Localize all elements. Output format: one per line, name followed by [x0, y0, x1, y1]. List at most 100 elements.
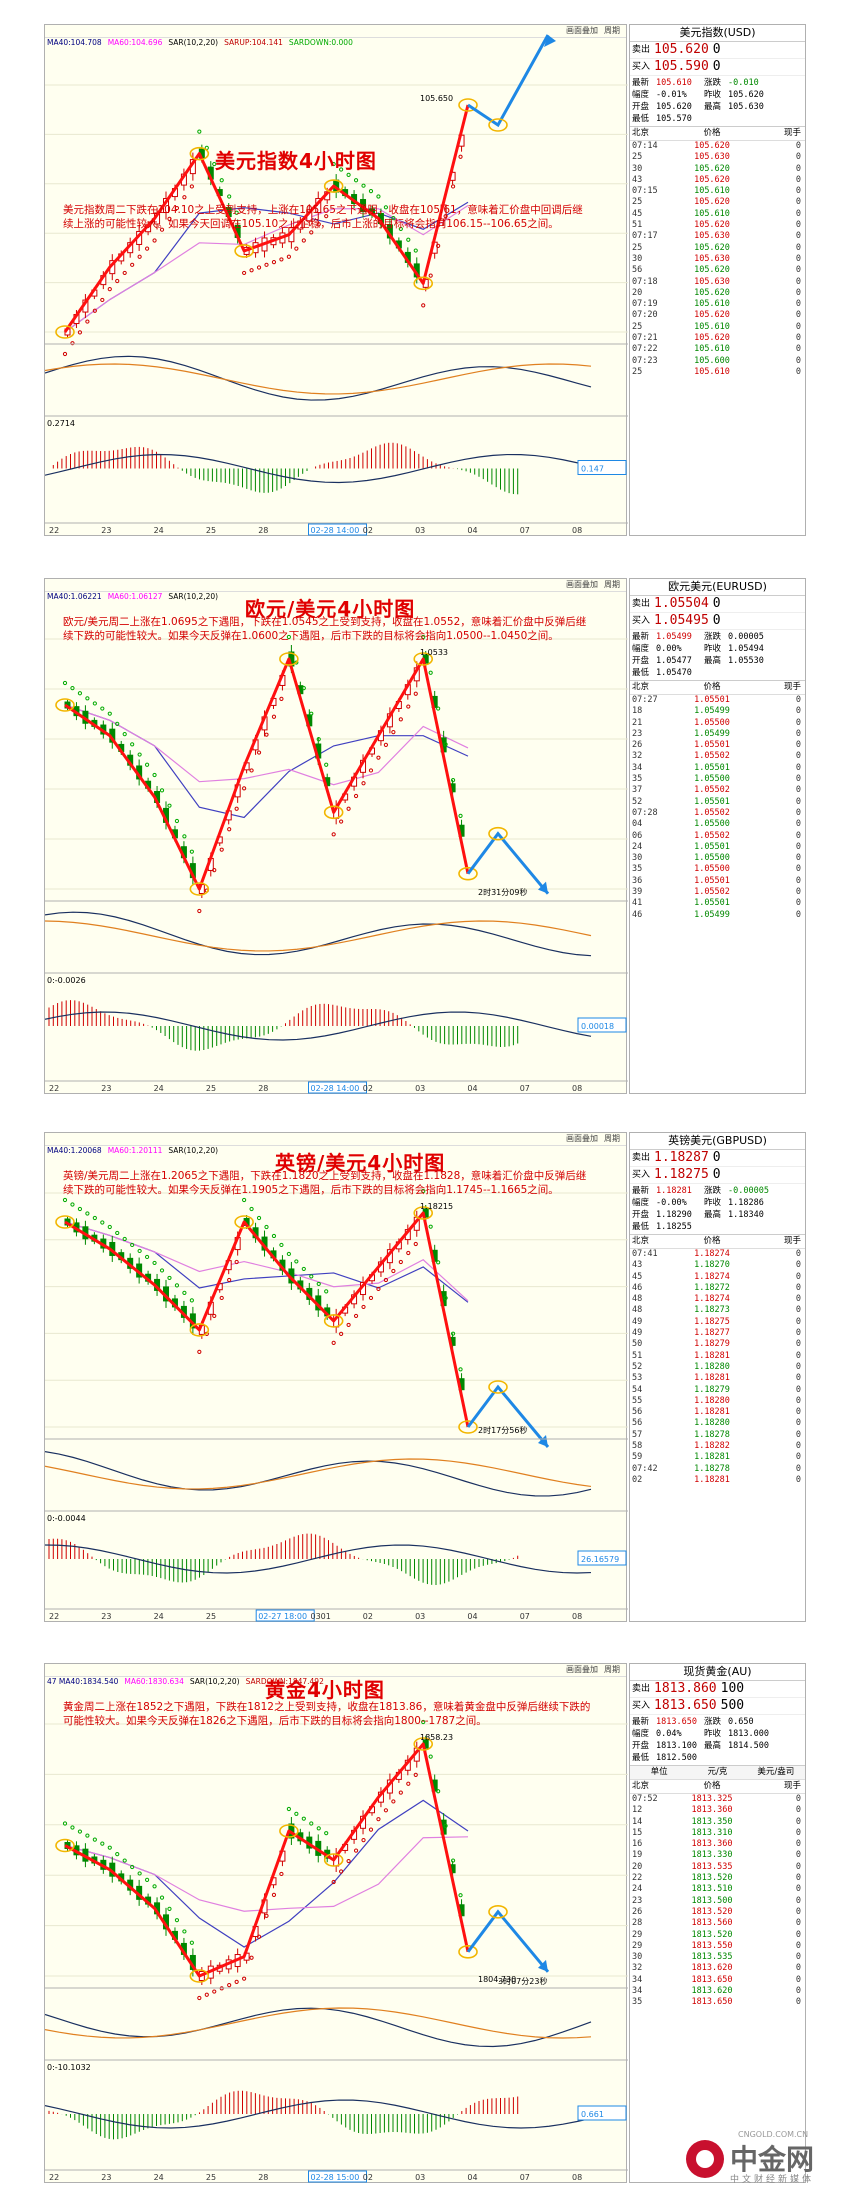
tick-volume: 0	[795, 898, 801, 909]
toolbar-button[interactable]: 画面叠加	[566, 1134, 598, 1143]
stat-value: 105.620	[656, 102, 692, 112]
tick-row: 14 1813.350 0	[630, 1817, 805, 1828]
sar-dot	[383, 742, 389, 747]
oscillator-line	[45, 2007, 592, 2048]
tick-volume: 0	[795, 1361, 801, 1372]
sar-dot	[70, 1825, 75, 1830]
sar-dot	[436, 243, 441, 249]
buy-quote-row[interactable]: 买入 105.590 0	[630, 59, 805, 76]
sar-dot	[70, 341, 75, 346]
pivot-circle	[458, 1945, 478, 1959]
tick-column-header: 价格	[703, 682, 721, 692]
toolbar-button[interactable]: 周期	[604, 580, 620, 589]
sar-dot	[324, 1289, 329, 1294]
sar-dot	[428, 273, 433, 278]
tick-time: 48	[632, 1294, 643, 1305]
unit-option[interactable]: 单位	[650, 1767, 668, 1777]
tick-price: 105.620	[694, 333, 730, 344]
tick-price: 1.05502	[694, 785, 730, 796]
tick-time: 07:14	[632, 141, 658, 151]
unit-selector[interactable]: 单位 元/克 美元/盎司	[630, 1766, 805, 1780]
tick-row: 53 1.18281 0	[630, 1373, 805, 1384]
sar-dot	[197, 1349, 202, 1354]
tick-volume: 0	[795, 1827, 801, 1838]
indicator-value: SAR(10,2,20)	[189, 1677, 240, 1686]
tick-volume: 0	[795, 1805, 801, 1816]
indicator-legend: MA40:1.06221 MA60:1.06127 SAR(10,2,20)	[47, 592, 224, 601]
chart-area[interactable]: 画面叠加 周期 MA40:104.708 MA60:104.696 SAR(10,2,2…	[44, 24, 628, 536]
brand-domain: CNGOLD.COM.CN	[738, 2130, 809, 2139]
tick-row: 07:23 105.600 0	[630, 356, 805, 367]
sar-dot	[286, 1806, 291, 1812]
forecast-arrow	[466, 1384, 550, 1448]
sell-quote-row[interactable]: 卖出 1813.860 100	[630, 1681, 805, 1698]
toolbar-button[interactable]: 画面叠加	[566, 580, 598, 589]
unit-option[interactable]: 元/克	[707, 1767, 728, 1777]
toolbar-button[interactable]: 周期	[604, 1134, 620, 1143]
tick-price: 1.18281	[694, 1474, 730, 1485]
tick-volume: 0	[795, 1271, 801, 1282]
sar-dot	[159, 227, 165, 232]
sar-dot	[62, 1197, 68, 1203]
sar-dot	[353, 178, 359, 183]
tick-volume: 0	[795, 1282, 801, 1293]
sar-dot	[92, 1215, 97, 1221]
toolbar-button[interactable]: 周期	[604, 1665, 620, 1674]
tick-volume: 0	[795, 1918, 801, 1929]
tick-row: 07:20 105.620 0	[630, 310, 805, 321]
tick-volume: 0	[795, 807, 801, 818]
sar-dot	[361, 1838, 366, 1843]
tick-time: 15	[632, 1827, 643, 1838]
sell-quote-row[interactable]: 卖出 1.18287 0	[630, 1150, 805, 1167]
tick-price: 1.05499	[694, 728, 730, 739]
sell-quote-row[interactable]: 卖出 105.620 0	[630, 42, 805, 59]
sell-quote-row[interactable]: 卖出 1.05504 0	[630, 596, 805, 613]
sar-dot	[421, 1188, 426, 1194]
stat-label: 开盘	[632, 1210, 650, 1220]
indicator-legend: MA40:1.20068 MA60:1.20111 SAR(10,2,20)	[47, 1146, 224, 1155]
x-tick-label: 04	[467, 1084, 477, 1093]
oscillator-line	[45, 911, 592, 957]
buy-quote-row[interactable]: 买入 1.18275 0	[630, 1167, 805, 1184]
tick-row: 30 1.05500 0	[630, 853, 805, 864]
tick-row: 23 1.05499 0	[630, 729, 805, 740]
tick-column-header: 北京	[632, 128, 650, 138]
unit-option[interactable]: 美元/盎司	[757, 1767, 795, 1777]
tick-column-header: 北京	[632, 682, 650, 692]
stat-label: 幅度	[632, 644, 650, 654]
toolbar-button[interactable]: 周期	[604, 26, 620, 35]
forecast-arrow	[466, 1909, 550, 1973]
buy-quote-row[interactable]: 买入 1.05495 0	[630, 613, 805, 630]
sar-dot	[189, 1940, 194, 1945]
tick-price: 1.18278	[694, 1463, 730, 1474]
oscillator-line	[45, 363, 592, 395]
tick-row: 21 1.05500 0	[630, 718, 805, 729]
tick-volume: 0	[795, 1816, 801, 1827]
indicator-value: MA40:1.20068	[47, 1146, 102, 1155]
chart-area[interactable]: 画面叠加 周期 47 MA40:1834.540 MA60:1830.634 SAR(1…	[44, 1663, 628, 2183]
toolbar-button[interactable]: 画面叠加	[566, 1665, 598, 1674]
sar-dot	[346, 1322, 351, 1328]
tick-price: 1.18277	[694, 1328, 730, 1339]
pivot-circle	[55, 1215, 75, 1229]
chart-area[interactable]: 画面叠加 周期 MA40:1.06221 MA60:1.06127 SAR(10,2,2…	[44, 578, 628, 1094]
buy-quote-row[interactable]: 买入 1813.650 500	[630, 1698, 805, 1715]
macd-value-box: 0.661	[577, 2105, 627, 2121]
tick-time: 21	[632, 717, 643, 728]
sar-dot	[309, 711, 314, 716]
toolbar-button[interactable]: 画面叠加	[566, 26, 598, 35]
pivot-circle	[488, 1380, 508, 1394]
tick-price: 1.18282	[694, 1441, 730, 1452]
chart-area[interactable]: 画面叠加 周期 MA40:1.20068 MA60:1.20111 SAR(10,2,2…	[44, 1132, 628, 1622]
tick-row: 56 1.18280 0	[630, 1418, 805, 1429]
tick-time: 43	[632, 1260, 643, 1271]
stat-label: 幅度	[632, 1198, 650, 1208]
indicator-value: SAR(10,2,20)	[168, 38, 219, 47]
tick-volume: 0	[795, 231, 801, 242]
x-tick-label: 28	[258, 2173, 268, 2182]
x-tick-label: 22	[49, 526, 59, 535]
tick-row: 07:27 1.05501 0	[630, 695, 805, 706]
macd-value-box: 0.00018	[577, 1017, 627, 1033]
stat-label: 昨收	[704, 644, 722, 654]
quote-sidebar: 现货黄金(AU) 卖出 1813.860 100 买入 1813.650 500 最新 1813…	[629, 1663, 806, 2183]
